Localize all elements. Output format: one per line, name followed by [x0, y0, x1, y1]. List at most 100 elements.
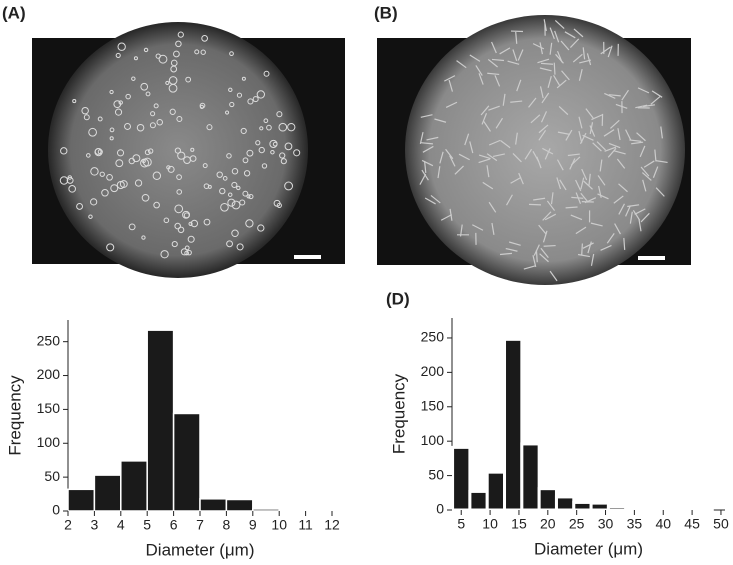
- cell: [640, 212, 650, 223]
- cell: [549, 270, 558, 282]
- cell: [276, 111, 283, 118]
- cell: [625, 129, 632, 141]
- cell: [276, 202, 282, 209]
- cell: [524, 148, 533, 160]
- cell: [236, 185, 241, 191]
- cell: [469, 141, 474, 154]
- cell: [88, 127, 97, 137]
- cell: [464, 133, 470, 146]
- cell: [420, 142, 433, 145]
- cell: [118, 100, 123, 105]
- bar: [589, 501, 610, 512]
- cell: [541, 92, 550, 104]
- bar: [199, 498, 228, 512]
- cell: [592, 142, 602, 152]
- cell: [190, 219, 199, 228]
- cell: [430, 194, 441, 204]
- cell: [570, 156, 581, 166]
- y-tick-label: 50: [44, 468, 60, 484]
- cell: [550, 192, 554, 205]
- cell: [532, 43, 545, 50]
- cell: [616, 158, 626, 169]
- cell: [540, 247, 549, 259]
- cell: [136, 123, 145, 132]
- cell: [655, 187, 665, 197]
- cell: [597, 193, 609, 200]
- bar: [278, 508, 307, 512]
- bar: [658, 507, 680, 512]
- cell: [187, 235, 195, 243]
- cell: [654, 149, 657, 162]
- cell: [606, 233, 615, 244]
- cell: [263, 70, 270, 77]
- cell: [174, 222, 181, 230]
- cell: [581, 243, 583, 256]
- cell: [231, 167, 239, 175]
- cell: [176, 174, 182, 180]
- x-tick-label: 30: [598, 516, 614, 532]
- cell: [615, 103, 628, 109]
- cell: [580, 192, 589, 203]
- cell: [544, 213, 557, 221]
- cell: [60, 147, 68, 155]
- cell: [591, 114, 603, 121]
- cell: [109, 89, 114, 95]
- cell: [176, 189, 183, 195]
- cell: [422, 145, 434, 153]
- cell: [582, 47, 586, 60]
- cell: [625, 205, 631, 217]
- cell: [114, 108, 123, 116]
- cell: [257, 224, 265, 232]
- cell: [567, 153, 580, 157]
- bar: [554, 495, 576, 512]
- cell: [177, 226, 185, 234]
- cell: [516, 79, 522, 92]
- cell: [202, 163, 208, 169]
- cell: [128, 223, 136, 231]
- cell: [109, 127, 115, 133]
- cell: [115, 159, 124, 168]
- cell: [488, 201, 497, 213]
- cell: [510, 176, 522, 184]
- micrograph-a: [32, 22, 345, 278]
- bar: [641, 507, 662, 512]
- cell: [614, 223, 621, 235]
- y-tick-label: 150: [421, 397, 445, 413]
- cell: [528, 203, 542, 206]
- cell: [81, 106, 89, 115]
- cell: [128, 157, 136, 165]
- cell: [110, 184, 119, 193]
- cell: [152, 171, 162, 180]
- cell: [575, 192, 582, 204]
- cell: [183, 156, 191, 164]
- cell: [153, 201, 160, 209]
- cell: [598, 185, 602, 198]
- cell: [140, 82, 149, 91]
- cell: [580, 177, 585, 190]
- cell: [141, 235, 146, 240]
- cell: [486, 153, 498, 162]
- cell: [540, 111, 548, 123]
- cell: [542, 230, 548, 243]
- cell: [185, 76, 192, 83]
- cell: [603, 129, 615, 137]
- cell: [226, 153, 232, 159]
- cell: [500, 140, 511, 149]
- cell: [532, 255, 537, 268]
- cell: [506, 194, 513, 206]
- cell: [131, 76, 136, 81]
- cell: [578, 68, 583, 81]
- cell: [231, 181, 238, 188]
- cell: [440, 214, 453, 221]
- x-tick-label: 10: [482, 516, 498, 532]
- cell: [248, 193, 254, 200]
- cell: [640, 166, 650, 177]
- cell: [560, 40, 570, 51]
- cell: [590, 222, 603, 227]
- cell: [554, 30, 560, 43]
- x-tick-label: 50: [713, 516, 729, 532]
- bar: [93, 474, 122, 512]
- cell: [571, 196, 584, 199]
- cell: [537, 58, 550, 64]
- bar: [225, 498, 254, 512]
